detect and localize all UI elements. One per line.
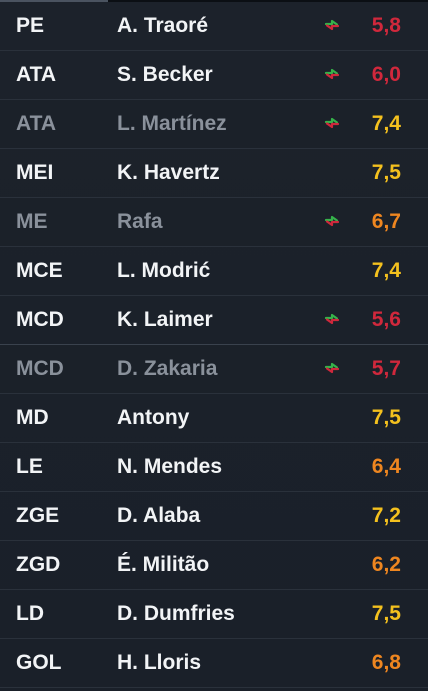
player-rating: 7,5 [371,161,401,184]
player-row[interactable]: ATA S. Becker 6,0 [0,51,428,100]
player-position: ZGE [16,504,60,527]
top-tab-bar [0,0,428,2]
player-row[interactable]: ME Rafa 6,7 [0,198,428,247]
player-name: Antony [117,406,190,429]
player-row[interactable]: MCD K. Laimer 5,6 [0,296,428,345]
player-position: ZGD [16,553,61,576]
player-name: H. Lloris [117,651,202,674]
player-rating: 6,0 [371,63,401,86]
player-row[interactable]: GOL H. Lloris 6,8 [0,639,428,688]
player-position: ME [16,210,48,233]
substitution-icon [323,362,341,374]
player-name: É. Militão [117,553,210,576]
player-rating: 5,7 [371,357,401,380]
player-name: K. Havertz [117,161,220,184]
player-name: L. Modrić [117,259,211,282]
player-row[interactable]: PE A. Traoré 5,8 [0,2,428,51]
player-rating: 6,7 [371,210,401,233]
player-row[interactable]: ZGD É. Militão 6,2 [0,541,428,590]
player-position: MEI [16,161,54,184]
player-position: PE [16,14,45,37]
player-row[interactable]: MCE L. Modrić 7,4 [0,247,428,296]
player-position: MD [16,406,49,429]
player-name: D. Alaba [117,504,201,527]
player-row[interactable]: ZGE D. Alaba 7,2 [0,492,428,541]
player-position: ATA [16,112,57,135]
player-name: D. Zakaria [117,357,218,380]
substitution-icon [323,215,341,227]
player-position: MCD [16,357,64,380]
substitution-icon [323,117,341,129]
player-rating: 7,2 [371,504,401,527]
player-rating: 6,2 [371,553,401,576]
player-position: ATA [16,63,57,86]
player-position: MCE [16,259,63,282]
player-row[interactable]: LD D. Dumfries 7,5 [0,590,428,639]
substitution-icon [323,68,341,80]
player-rating: 6,4 [371,455,401,478]
player-rating: 5,8 [371,14,401,37]
player-name: S. Becker [117,63,213,86]
player-name: K. Laimer [117,308,213,331]
player-name: A. Traoré [117,14,209,37]
player-position: LE [16,455,43,478]
player-row[interactable]: LE N. Mendes 6,4 [0,443,428,492]
player-row[interactable]: MD Antony 7,5 [0,394,428,443]
player-position: MCD [16,308,64,331]
player-position: GOL [16,651,62,674]
player-row[interactable]: MEI K. Havertz 7,5 [0,149,428,198]
substitution-icon [323,19,341,31]
player-rating: 5,6 [371,308,401,331]
player-name: N. Mendes [117,455,223,478]
active-tab-indicator [0,0,108,2]
player-rating: 7,5 [371,406,401,429]
player-name: D. Dumfries [117,602,235,625]
player-rating: 7,5 [371,602,401,625]
player-rating: 6,8 [371,651,401,674]
player-rating: 7,4 [371,259,401,282]
substitution-icon [323,313,341,325]
player-row[interactable]: ATA L. Martínez 7,4 [0,100,428,149]
player-name: L. Martínez [117,112,227,135]
player-row[interactable]: MCD D. Zakaria 5,7 [0,345,428,394]
player-rating: 7,4 [371,112,401,135]
player-name: Rafa [117,210,163,233]
player-position: LD [16,602,44,625]
